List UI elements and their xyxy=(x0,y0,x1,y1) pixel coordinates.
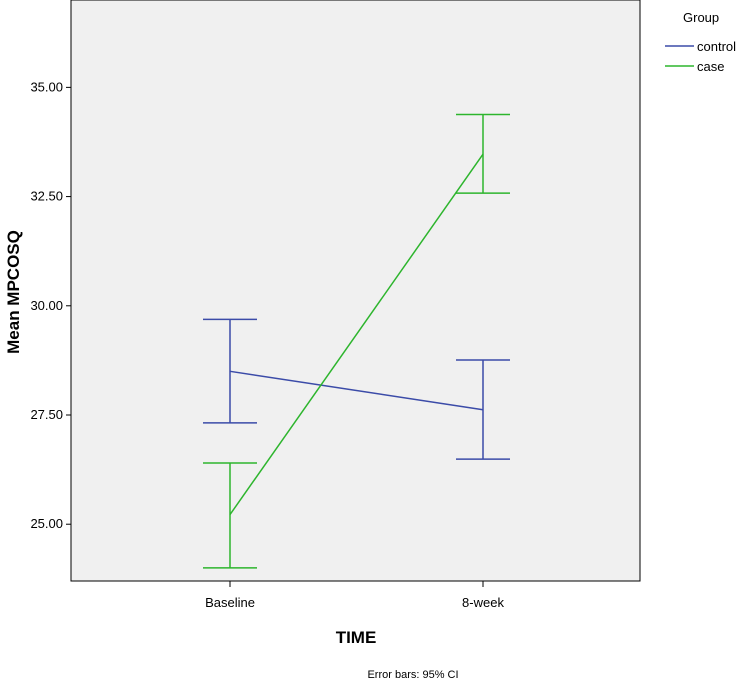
x-tick-label: 8-week xyxy=(462,595,504,610)
series-line-control xyxy=(229,370,484,411)
x-tick-label: Baseline xyxy=(205,595,255,610)
error-bar-footnote: Error bars: 95% CI xyxy=(367,669,458,681)
series-line-case xyxy=(229,153,484,516)
y-tick-label: 25.00 xyxy=(30,516,63,531)
y-axis-title: Mean MPCOSQ xyxy=(4,230,23,354)
y-axis: 25.00 27.50 30.00 32.50 35.00 xyxy=(30,79,71,531)
x-axis: Baseline 8-week xyxy=(205,581,504,610)
y-tick-label: 32.50 xyxy=(30,189,63,204)
y-tick-label: 27.50 xyxy=(30,407,63,422)
series-layer xyxy=(203,113,510,569)
legend-label-case: case xyxy=(697,59,724,74)
legend-label-control: control xyxy=(697,39,736,54)
x-axis-title: TIME xyxy=(336,628,377,647)
legend-title: Group xyxy=(683,10,719,25)
y-tick-label: 35.00 xyxy=(30,79,63,94)
plot-area xyxy=(70,0,641,582)
y-tick-label: 30.00 xyxy=(30,298,63,313)
legend: control case xyxy=(665,39,736,74)
